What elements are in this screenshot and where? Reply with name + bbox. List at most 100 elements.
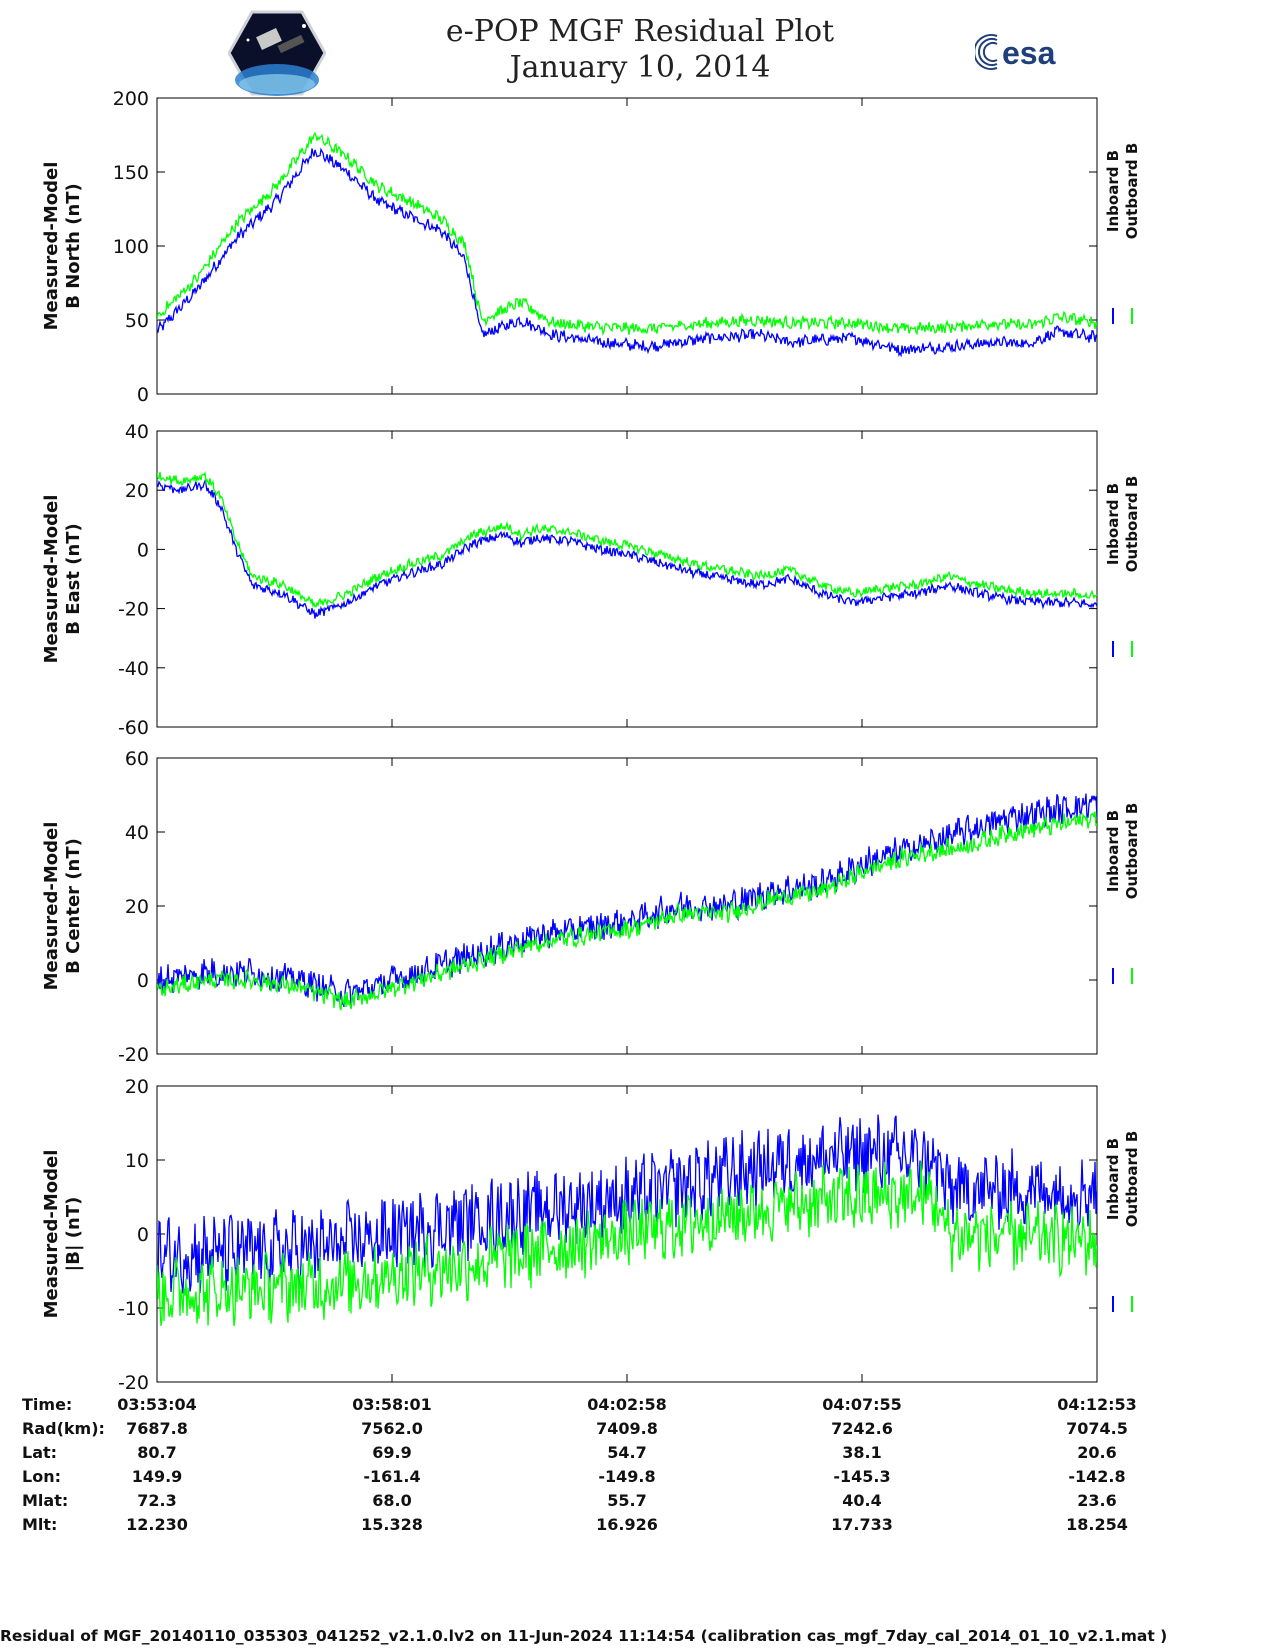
outboard-series-line xyxy=(157,811,1097,1011)
table-cell: 15.328 xyxy=(361,1515,423,1534)
table-cell: 55.7 xyxy=(607,1491,646,1510)
x-tick-label-time: 04:07:55 xyxy=(822,1395,902,1414)
x-tick-label-time: 03:58:01 xyxy=(352,1395,432,1414)
table-cell: 7242.6 xyxy=(831,1419,893,1438)
inboard-series-line xyxy=(157,1114,1097,1294)
table-row-label: Lat: xyxy=(22,1443,57,1462)
y-tick-label: 20 xyxy=(125,896,149,918)
outboard-series-line xyxy=(157,131,1097,337)
y-axis-label: Measured-ModelB North (nT) xyxy=(41,162,84,331)
y-tick-label: 60 xyxy=(125,748,149,770)
y-axis-label: Measured-ModelB Center (nT) xyxy=(41,822,84,991)
plot-area-frame xyxy=(156,430,1098,728)
chart-panel-3: -20 0 20 40 60 Measured-ModelB Center (nT) Inb… xyxy=(41,748,1141,1066)
legend-label-outboard: Outboard B xyxy=(1123,476,1141,573)
table-cell: 149.9 xyxy=(132,1467,183,1486)
table-row-label: Lon: xyxy=(22,1467,61,1486)
table-cell: 80.7 xyxy=(137,1443,176,1462)
y-tick-label: 40 xyxy=(125,421,149,443)
outboard-series-line xyxy=(157,1161,1097,1327)
table-cell: 7562.0 xyxy=(361,1419,423,1438)
y-tick-label: -60 xyxy=(118,717,149,739)
y-tick-label: 0 xyxy=(137,384,149,406)
y-tick-label: 200 xyxy=(113,88,149,110)
legend-label-outboard: Outboard B xyxy=(1123,803,1141,900)
y-axis-label-line: Measured-Model xyxy=(41,495,62,664)
footer-caption: Residual of MGF_20140110_035303_041252_v… xyxy=(0,1627,1168,1645)
table-cell: 68.0 xyxy=(372,1491,411,1510)
y-axis-label-line: Measured-Model xyxy=(41,822,62,991)
plot-date: January 10, 2014 xyxy=(509,50,771,85)
y-axis-label-line: Measured-Model xyxy=(41,162,62,331)
legend-label-inboard: Inboard B xyxy=(1104,483,1122,565)
table-cell: 40.4 xyxy=(842,1491,881,1510)
plot-title-block: e-POP MGF Residual Plot January 10, 2014 xyxy=(330,14,950,86)
legend-label-outboard: Outboard B xyxy=(1123,143,1141,240)
y-tick-label: -10 xyxy=(118,1298,149,1320)
y-tick-label: 40 xyxy=(125,822,149,844)
y-axis-label-line: Measured-Model xyxy=(41,1150,62,1319)
y-tick-label: 0 xyxy=(137,1224,149,1246)
table-row-label: Mlat: xyxy=(22,1491,68,1510)
y-tick-label: 20 xyxy=(125,480,149,502)
table-cell: 12.230 xyxy=(126,1515,188,1534)
legend: Inboard B Outboard B xyxy=(1104,803,1141,984)
y-tick-label: 10 xyxy=(125,1150,149,1172)
table-cell: 17.733 xyxy=(831,1515,893,1534)
x-tick-label-time: 03:53:04 xyxy=(117,1395,197,1414)
y-tick-label: -20 xyxy=(118,1044,149,1066)
inboard-series-line xyxy=(157,793,1097,1009)
inboard-series-line xyxy=(157,147,1097,358)
legend: Inboard B Outboard B xyxy=(1104,476,1141,657)
chart-panel-2: -60 -40 -20 0 20 40 Measured-ModelB East (nT) I… xyxy=(41,421,1141,739)
plot-title: e-POP MGF Residual Plot xyxy=(445,14,835,49)
table-cell: 7074.5 xyxy=(1066,1419,1128,1438)
legend-label-inboard: Inboard B xyxy=(1104,1138,1122,1220)
esa-logo-text: esa xyxy=(1002,35,1056,71)
y-axis-label-line: B North (nT) xyxy=(63,183,84,309)
table-cell: 7409.8 xyxy=(596,1419,658,1438)
chart-panel-4: -20 -10 0 10 20 Measured-Model|B| (nT) Inboard… xyxy=(41,1076,1141,1394)
table-cell: -149.8 xyxy=(598,1467,655,1486)
legend-label-outboard: Outboard B xyxy=(1123,1131,1141,1228)
y-axis-label: Measured-Model|B| (nT) xyxy=(41,1150,84,1319)
table-cell: 69.9 xyxy=(372,1443,411,1462)
y-axis-label: Measured-ModelB East (nT) xyxy=(41,495,84,664)
legend: Inboard B Outboard B xyxy=(1104,143,1141,324)
y-axis-label-line: B East (nT) xyxy=(63,523,84,635)
x-tick-label-time: 04:02:58 xyxy=(587,1395,667,1414)
table-cell: 16.926 xyxy=(596,1515,658,1534)
table-cell: 23.6 xyxy=(1077,1491,1116,1510)
table-row-label: Rad(km): xyxy=(22,1419,105,1438)
table-cell: 38.1 xyxy=(842,1443,881,1462)
y-tick-label: 0 xyxy=(137,970,149,992)
y-tick-label: 0 xyxy=(137,539,149,561)
esa-logo: esa xyxy=(975,34,1056,71)
table-cell: 18.254 xyxy=(1066,1515,1128,1534)
table-row-label: Time: xyxy=(22,1395,72,1414)
table-cell: -161.4 xyxy=(363,1467,420,1486)
y-axis-label-line: |B| (nT) xyxy=(63,1197,84,1272)
chart-panel-1: 0 50 100 150 200 Measured-ModelB North (nT) In… xyxy=(41,88,1141,406)
table-cell: -142.8 xyxy=(1068,1467,1125,1486)
y-tick-label: -20 xyxy=(118,1372,149,1394)
inboard-series-line xyxy=(157,479,1097,619)
x-tick-label-time: 04:12:53 xyxy=(1057,1395,1137,1414)
legend: Inboard B Outboard B xyxy=(1104,1131,1141,1312)
table-cell: 20.6 xyxy=(1077,1443,1116,1462)
table-cell: -145.3 xyxy=(833,1467,890,1486)
y-tick-label: -20 xyxy=(118,599,149,621)
table-cell: 54.7 xyxy=(607,1443,646,1462)
plot-area-frame xyxy=(156,97,1098,395)
legend-label-inboard: Inboard B xyxy=(1104,810,1122,892)
cassiope-mission-logo xyxy=(228,10,326,96)
y-axis-label-line: B Center (nT) xyxy=(63,838,84,974)
outboard-series-line xyxy=(157,471,1097,609)
table-row-label: Mlt: xyxy=(22,1515,57,1534)
y-tick-label: 50 xyxy=(125,310,149,332)
y-tick-label: -40 xyxy=(118,658,149,680)
table-cell: 72.3 xyxy=(137,1491,176,1510)
orbit-info-table: Time: Rad(km): Lat: Lon: Mlat: Mlt: 03:53:04 76… xyxy=(22,1395,1137,1534)
legend-label-inboard: Inboard B xyxy=(1104,150,1122,232)
